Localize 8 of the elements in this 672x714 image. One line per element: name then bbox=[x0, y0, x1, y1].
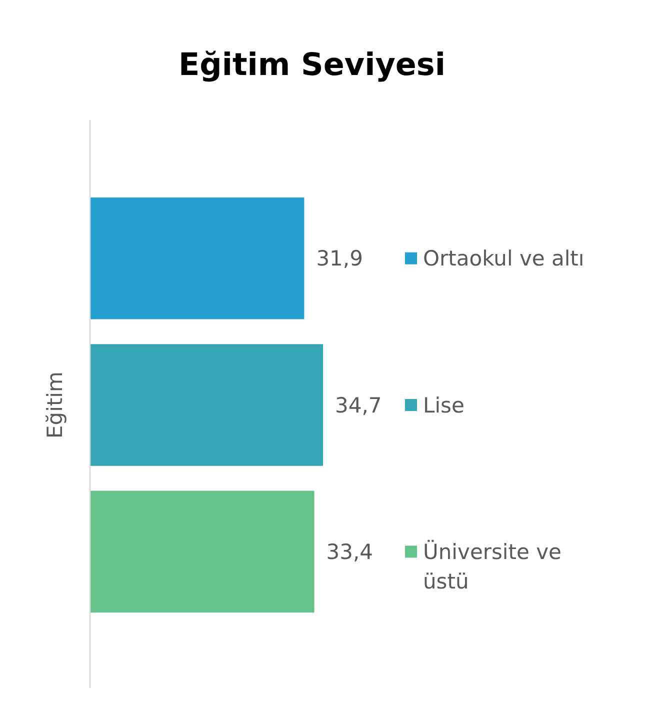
legend-label: Ortaokul ve altı bbox=[423, 246, 584, 271]
legend-label: Üniversite ve üstü bbox=[423, 539, 562, 594]
y-axis-title: Eğitim bbox=[43, 372, 67, 438]
data-label: 31,9 bbox=[316, 246, 363, 271]
chart-title: Eğitim Seviyesi bbox=[178, 47, 446, 83]
data-label: 33,4 bbox=[326, 540, 374, 564]
data-label: 34,7 bbox=[335, 393, 382, 418]
legend-label: Lise bbox=[423, 393, 464, 418]
